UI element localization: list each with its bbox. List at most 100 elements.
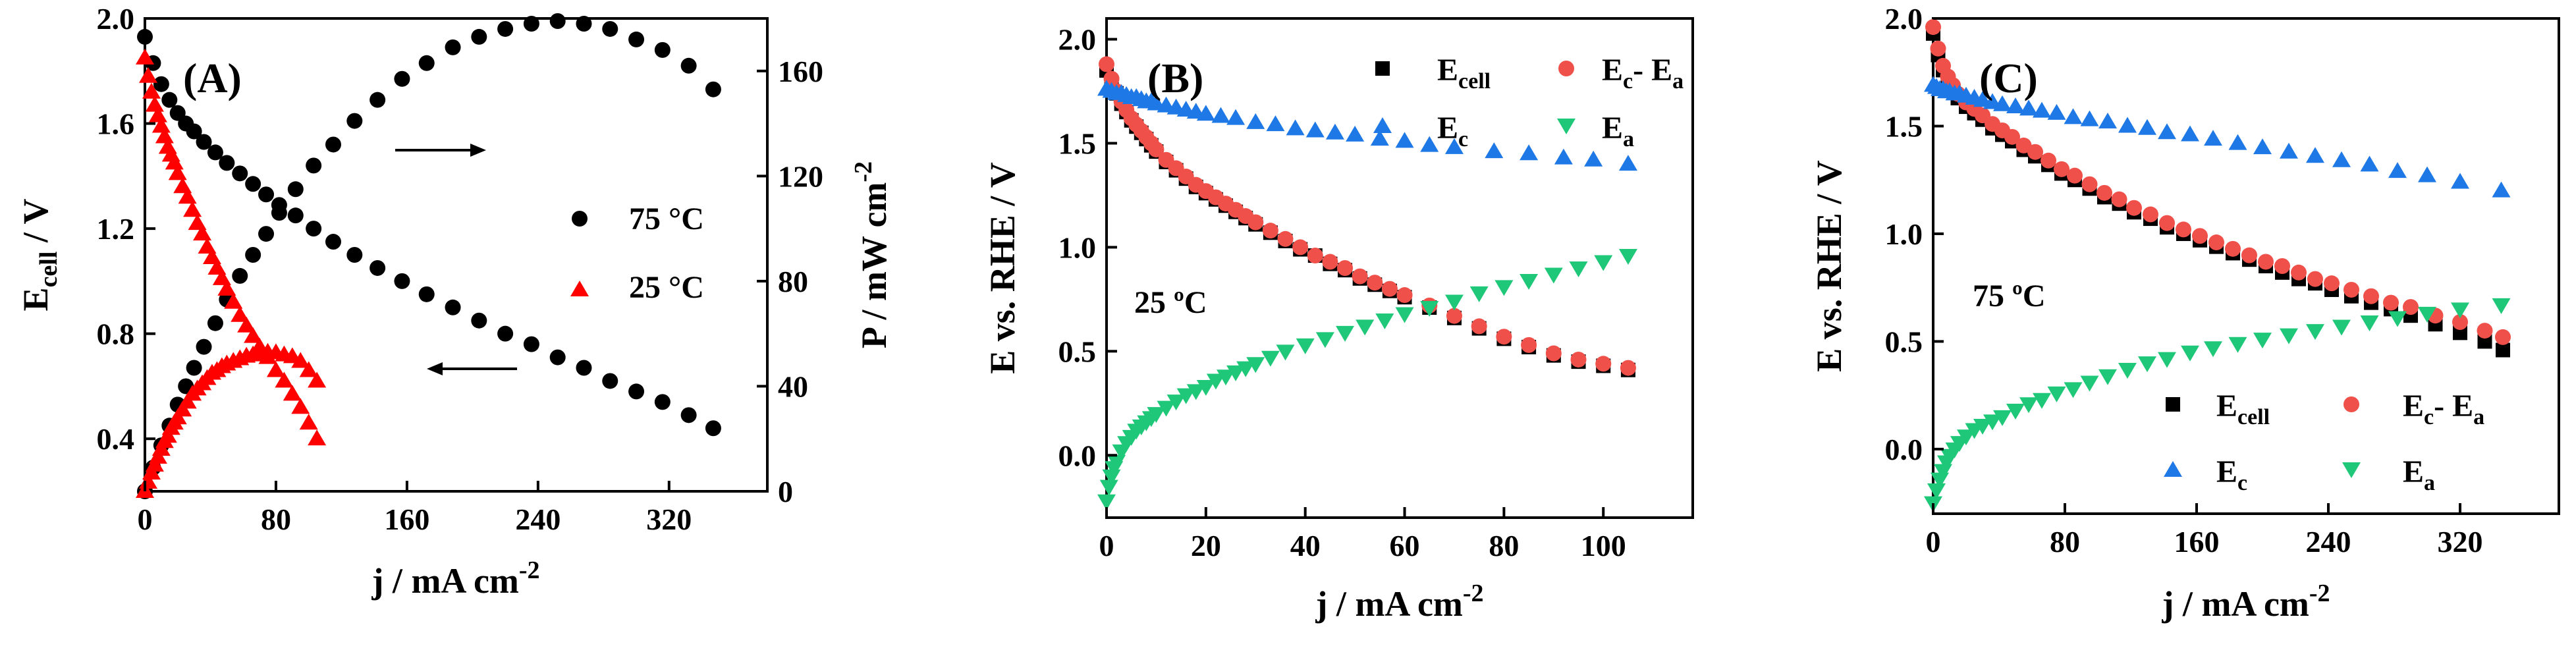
data-point-e-a bbox=[1927, 483, 1946, 500]
data-point-e-a bbox=[1356, 319, 1375, 336]
data-point-e-c-e-a bbox=[2176, 221, 2191, 238]
data-point-25-c-e-cell bbox=[155, 127, 174, 144]
data-point-e-a bbox=[2360, 315, 2379, 332]
data-point-e-c-e-a bbox=[1277, 231, 1294, 247]
data-point-e-c-e-a bbox=[2225, 240, 2241, 257]
data-point-e-a bbox=[1097, 494, 1116, 510]
data-point-e-c bbox=[1211, 107, 1230, 123]
data-point-e-a bbox=[2451, 302, 2469, 319]
data-point-e-a bbox=[2181, 345, 2199, 362]
data-point-e-a bbox=[1186, 384, 1205, 400]
data-point-e-c-e-a bbox=[2096, 184, 2112, 201]
data-point-e-a bbox=[2158, 352, 2176, 368]
data-point-e-c-e-a bbox=[2004, 128, 2020, 145]
data-point-25-c-e-cell bbox=[145, 95, 164, 112]
panel-b-label: (B) bbox=[1147, 55, 1203, 101]
data-point-75-c-e-cell bbox=[576, 360, 592, 376]
x-tick-label: 60 bbox=[1390, 529, 1420, 562]
data-point-75-c-p bbox=[471, 28, 487, 45]
data-point-75-c-e-cell bbox=[602, 373, 618, 389]
data-point-e-c bbox=[1370, 130, 1389, 146]
data-point-75-c-e-cell bbox=[153, 76, 169, 92]
data-point-e-a bbox=[1099, 479, 1118, 496]
legend-label-75c: 75 °C bbox=[629, 202, 704, 236]
panel-b: 0 20 40 60 80 100 0.0 0.5 1.0 1.5 2.0 (B) 25 ºC Ec… bbox=[983, 17, 1694, 624]
data-point-e-c-e-a bbox=[1925, 19, 1941, 36]
data-point-e-c-e-a bbox=[2495, 329, 2511, 345]
x-tick-label: 160 bbox=[2174, 525, 2220, 558]
data-point-e-cell bbox=[2496, 342, 2510, 358]
x-tick-label: 20 bbox=[1191, 529, 1221, 562]
data-point-e-c bbox=[1196, 105, 1215, 121]
data-point-75-c-p bbox=[370, 92, 386, 108]
data-point-75-c-e-cell bbox=[549, 349, 566, 366]
legend-label-ec-minus-ea: Ec- Ea bbox=[1602, 53, 1684, 94]
y2-tick-label: 120 bbox=[778, 159, 823, 193]
x-tick-label: 320 bbox=[646, 503, 692, 536]
data-point-75-c-e-cell bbox=[186, 123, 202, 140]
data-point-25-c-e-cell bbox=[193, 225, 212, 241]
data-point-e-c bbox=[1226, 109, 1246, 125]
data-point-e-a bbox=[2019, 397, 2038, 414]
data-point-e-c-e-a bbox=[2363, 288, 2379, 304]
legend-marker-ea bbox=[2342, 462, 2361, 478]
y2-tick-label: 40 bbox=[778, 369, 808, 403]
data-point-e-c-e-a bbox=[2143, 206, 2158, 223]
panel-a-marks bbox=[136, 13, 721, 499]
data-point-75-c-e-cell bbox=[370, 259, 386, 276]
legend-marker-ecell bbox=[2166, 397, 2180, 412]
data-point-e-c bbox=[2019, 99, 2038, 116]
data-point-75-c-e-cell bbox=[445, 299, 461, 315]
data-point-75-c-e-cell bbox=[245, 176, 261, 192]
x-tick-label: 100 bbox=[1581, 529, 1626, 562]
data-point-e-c-e-a bbox=[1337, 260, 1354, 276]
data-point-e-a bbox=[1957, 429, 1975, 446]
y-tick-label: 1.0 bbox=[1058, 231, 1097, 264]
data-point-e-a bbox=[1618, 249, 1637, 265]
data-point-e-a bbox=[2204, 341, 2222, 358]
data-point-75-c-p bbox=[232, 267, 248, 284]
x-tick-label: 240 bbox=[2306, 525, 2351, 558]
data-point-e-c bbox=[2332, 151, 2351, 167]
data-point-75-c-p bbox=[549, 13, 566, 29]
data-point-e-c-e-a bbox=[1496, 329, 1512, 345]
panel-b-ylabel: E vs. RHE / V bbox=[983, 162, 1022, 374]
y-tick-label: 1.6 bbox=[97, 107, 135, 141]
data-point-e-c bbox=[1395, 132, 1414, 148]
data-point-e-c-e-a bbox=[2343, 281, 2359, 298]
data-point-75-c-p bbox=[654, 41, 671, 58]
panel-a-label: (A) bbox=[183, 55, 242, 101]
data-point-25-c-p bbox=[308, 371, 327, 388]
x-tick-label: 80 bbox=[2050, 525, 2080, 558]
data-point-e-c bbox=[1246, 113, 1265, 129]
panel-c-legend: Ecell Ec- Ea Ec Ea bbox=[2164, 389, 2484, 495]
legend-marker-ecell bbox=[1375, 61, 1390, 76]
data-point-e-a bbox=[1147, 407, 1166, 423]
data-point-e-c-e-a bbox=[1307, 248, 1323, 264]
data-point-25-c-e-cell bbox=[244, 327, 263, 343]
data-point-e-a bbox=[1246, 357, 1265, 373]
data-point-e-c-e-a bbox=[1148, 141, 1165, 157]
data-point-e-c-e-a bbox=[1521, 337, 1537, 353]
data-point-25-c-e-cell bbox=[168, 164, 187, 180]
data-point-e-c-e-a bbox=[1322, 254, 1338, 270]
data-point-75-c-p bbox=[186, 360, 202, 376]
y2-tick-label: 0 bbox=[778, 475, 793, 508]
data-point-e-c bbox=[2098, 112, 2117, 128]
data-point-e-a bbox=[1594, 255, 1613, 271]
data-point-e-a bbox=[1444, 294, 1464, 311]
data-point-25-c-p bbox=[291, 352, 310, 368]
panel-b-frame bbox=[1105, 17, 1694, 519]
data-point-e-c-e-a bbox=[2159, 215, 2175, 231]
data-point-e-c-e-a bbox=[1292, 239, 1309, 256]
data-point-e-c bbox=[2118, 117, 2137, 133]
data-point-e-c-e-a bbox=[2192, 228, 2208, 244]
y-tick-label: 0.8 bbox=[97, 317, 135, 351]
data-point-e-c-e-a bbox=[2041, 152, 2056, 169]
data-point-e-a bbox=[2228, 337, 2247, 353]
panel-b-legend: Ecell Ec- Ea Ec Ea bbox=[1373, 53, 1684, 151]
data-point-e-a bbox=[1569, 261, 1588, 277]
data-point-75-c-e-cell bbox=[628, 383, 645, 400]
y-tick-label: 1.2 bbox=[97, 212, 135, 246]
